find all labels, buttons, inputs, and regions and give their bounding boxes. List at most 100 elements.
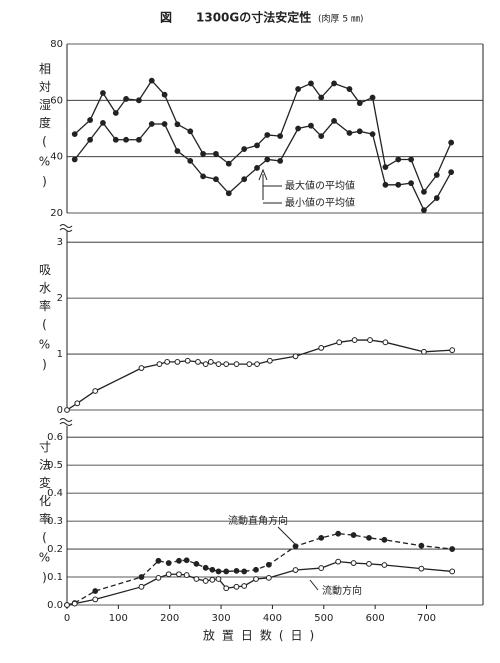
- data-point: [148, 121, 155, 127]
- data-point: [449, 546, 456, 552]
- y-tick-label: 3: [57, 237, 63, 248]
- series-line: [66, 533, 453, 606]
- data-point: [74, 400, 81, 407]
- data-point: [449, 347, 456, 354]
- data-point: [202, 578, 209, 584]
- y-axis-label: 相対湿度(%): [38, 62, 52, 194]
- data-point: [265, 574, 272, 581]
- data-point: [351, 337, 358, 343]
- x-tick-label: 0: [64, 613, 70, 624]
- data-point: [346, 130, 353, 136]
- y-axis-label: 吸水率(%): [38, 264, 52, 378]
- data-point: [318, 565, 325, 571]
- data-point: [369, 131, 376, 138]
- data-point: [318, 133, 325, 140]
- data-point: [155, 574, 162, 581]
- data-point: [138, 574, 145, 580]
- data-point: [350, 560, 357, 566]
- series-label: 流動方向: [322, 584, 362, 597]
- data-point: [176, 571, 182, 578]
- data-point: [241, 583, 248, 589]
- data-point: [87, 117, 94, 123]
- data-point: [71, 131, 78, 138]
- data-point: [246, 361, 253, 368]
- data-point: [215, 576, 222, 582]
- data-point: [381, 536, 388, 543]
- data-point: [92, 588, 99, 594]
- x-tick-label: 600: [366, 613, 385, 624]
- data-point: [100, 90, 106, 96]
- data-point: [233, 583, 240, 590]
- series-label: 最大値の平均値: [285, 179, 355, 192]
- data-point: [136, 97, 142, 104]
- data-point: [421, 188, 427, 195]
- data-point: [318, 94, 325, 101]
- data-point: [187, 128, 194, 135]
- x-tick-label: 700: [417, 613, 436, 624]
- data-point: [318, 534, 325, 541]
- series-line: [66, 339, 453, 411]
- data-point: [241, 568, 248, 575]
- data-point: [418, 565, 425, 572]
- data-point: [449, 568, 456, 575]
- data-point: [331, 117, 337, 124]
- series-line: [66, 560, 453, 606]
- data-point: [193, 576, 200, 582]
- x-tick-label: 100: [109, 613, 128, 624]
- data-point: [382, 181, 389, 188]
- data-point: [241, 176, 248, 183]
- data-point: [292, 543, 299, 550]
- y-tick-label: 0.1: [47, 572, 63, 583]
- y-tick-label: 0: [57, 405, 63, 416]
- y-tick-label: 0.5: [47, 460, 63, 471]
- y-axis-label: 寸法変化率(%): [38, 440, 52, 590]
- data-point: [64, 407, 70, 413]
- data-point: [202, 361, 209, 368]
- y-tick-label: 60: [50, 95, 63, 106]
- data-point: [253, 566, 259, 573]
- data-point: [184, 357, 191, 364]
- x-tick-label: 300: [212, 613, 231, 624]
- data-point: [183, 572, 190, 578]
- data-point: [366, 534, 372, 541]
- data-point: [207, 358, 214, 365]
- data-point: [138, 583, 145, 590]
- data-point: [264, 156, 271, 163]
- data-point: [112, 110, 119, 116]
- data-point: [336, 339, 343, 346]
- data-point: [308, 122, 314, 129]
- data-point: [433, 195, 440, 201]
- data-point: [164, 358, 171, 365]
- data-point: [202, 564, 209, 571]
- axis-break: [59, 224, 73, 426]
- data-point: [161, 121, 168, 127]
- data-point: [448, 139, 455, 146]
- data-point: [223, 568, 230, 575]
- data-point: [100, 119, 106, 126]
- data-point: [123, 136, 129, 143]
- x-tick-label: 400: [263, 613, 282, 624]
- data-point: [308, 80, 314, 87]
- data-point: [209, 576, 216, 583]
- data-point: [253, 576, 259, 582]
- data-point: [123, 96, 129, 102]
- data-point: [183, 557, 190, 564]
- data-point: [161, 91, 168, 98]
- y-tick-label: 0.6: [47, 432, 63, 443]
- data-point: [225, 190, 232, 197]
- data-point: [213, 150, 219, 157]
- data-point: [87, 136, 94, 143]
- data-point: [155, 557, 162, 564]
- data-point: [174, 148, 181, 154]
- annotation-line: [277, 526, 319, 591]
- data-point: [64, 602, 70, 608]
- x-tick-label: 200: [160, 613, 179, 624]
- data-point: [71, 156, 78, 163]
- data-point: [254, 142, 260, 149]
- y-tick-label: 1: [57, 349, 63, 360]
- series-label: 最小値の平均値: [285, 196, 355, 209]
- data-point: [382, 164, 389, 170]
- data-point: [356, 128, 363, 135]
- data-point: [209, 566, 216, 573]
